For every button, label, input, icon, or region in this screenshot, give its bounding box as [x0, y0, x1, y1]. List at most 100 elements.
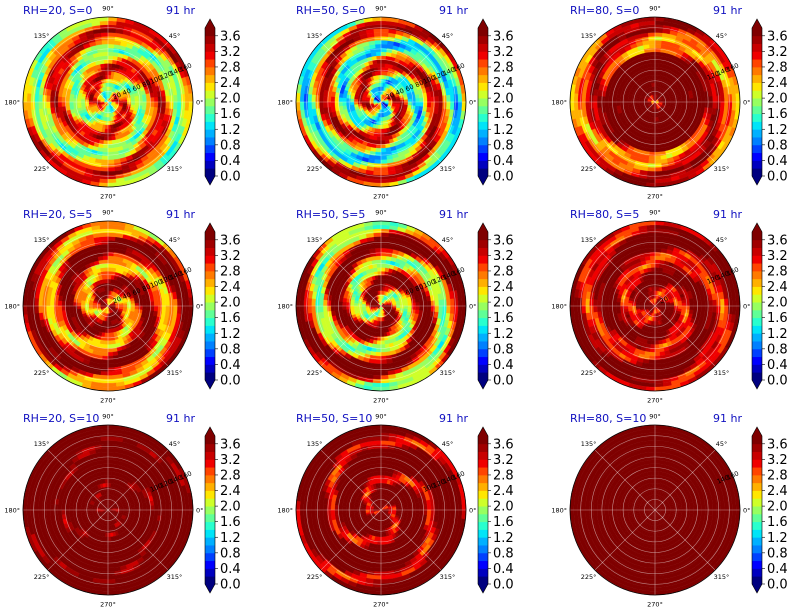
contour-cell: [426, 96, 432, 103]
contour-cell: [372, 20, 382, 26]
contour-cell: [173, 94, 178, 103]
contour-cell: [299, 101, 305, 111]
contour-cell: [49, 95, 55, 103]
angle-tick-label: 270°: [373, 193, 389, 201]
contour-cell: [430, 95, 436, 103]
colorbar-tick-label: 3.2: [493, 45, 514, 60]
colorbar-segment: [205, 90, 215, 99]
contour-cell: [26, 101, 32, 111]
colorbar-segment: [478, 121, 488, 130]
contour-cell: [600, 96, 606, 103]
contour-cell: [150, 101, 155, 108]
colorbar-segment: [205, 129, 215, 138]
colorbar-segment: [752, 113, 762, 122]
contour-cell: [30, 93, 36, 103]
contour-cell: [338, 97, 343, 103]
contour-cell: [107, 348, 114, 353]
contour-cell: [577, 93, 583, 103]
contour-cell: [596, 95, 602, 103]
contour-cell: [380, 32, 389, 37]
contour-cell: [303, 101, 309, 111]
colorbar-tick-label: 2.4: [493, 76, 514, 91]
colorbar-extend-min: [752, 176, 762, 185]
contour-cell: [649, 151, 656, 157]
contour-cell: [593, 95, 598, 103]
contour-cell: [105, 124, 109, 130]
contour-cell: [150, 305, 155, 312]
contour-cell: [380, 70, 385, 76]
colorbar-tick-label: 2.8: [767, 60, 788, 75]
colorbar-segment: [205, 137, 215, 146]
colorbar-extend-min: [205, 176, 215, 185]
contour-cell: [375, 144, 382, 149]
colorbar-segment: [478, 152, 488, 161]
contour-cell: [700, 101, 706, 108]
contour-cell: [689, 101, 694, 107]
colorbar-segment: [478, 35, 488, 44]
contour-cell: [53, 96, 59, 103]
contour-cell: [375, 147, 382, 153]
contour-cell: [374, 47, 382, 53]
contour-cell: [377, 128, 382, 134]
contour-cell: [654, 159, 662, 164]
contour-cell: [76, 302, 82, 307]
contour-cell: [299, 93, 305, 103]
contour-cell: [430, 101, 436, 108]
contour-cell: [161, 101, 167, 109]
contour-cell: [380, 40, 388, 45]
contour-cell: [654, 174, 664, 180]
contour-cell: [380, 67, 385, 72]
contour-cell: [330, 96, 336, 103]
contour-cell: [372, 178, 382, 184]
contour-cell: [99, 20, 109, 26]
angle-tick-label: 225°: [307, 165, 323, 173]
contour-cell: [727, 93, 733, 103]
colorbar-segment: [478, 90, 488, 99]
contour-cell: [375, 55, 382, 60]
contour-cell: [73, 302, 78, 307]
contour-cell: [380, 170, 390, 176]
contour-cell: [146, 101, 151, 107]
contour-cell: [654, 147, 661, 153]
contour-cell: [107, 47, 114, 53]
contour-cell: [380, 147, 387, 153]
colorbar-tick-label: 0.8: [767, 138, 788, 153]
contour-cell: [731, 101, 737, 111]
contour-cell: [100, 167, 109, 172]
contour-cell: [457, 93, 463, 103]
contour-cell: [107, 174, 117, 180]
contour-cell: [101, 40, 109, 45]
contour-cell: [380, 51, 387, 57]
contour-cell: [49, 101, 55, 109]
colorbar-segment: [205, 105, 215, 115]
contour-cell: [107, 271, 112, 276]
contour-cell: [107, 67, 112, 72]
contour-cell: [648, 47, 656, 53]
contour-cell: [646, 28, 656, 34]
angle-tick-label: 45°: [716, 32, 728, 40]
colorbar-segment: [752, 121, 762, 130]
contour-cell: [380, 140, 386, 145]
contour-cell: [446, 94, 451, 103]
contour-cell: [654, 70, 659, 76]
contour-cell: [176, 101, 182, 110]
contour-cell: [654, 144, 661, 149]
contour-cell: [380, 24, 390, 30]
contour-cell: [723, 101, 729, 110]
contour-cell: [654, 43, 662, 49]
contour-cell: [623, 98, 629, 103]
colorbar-tick-label: 2.4: [220, 76, 241, 91]
contour-cell: [604, 101, 610, 108]
contour-cell: [101, 47, 109, 53]
colorbar-segment: [478, 59, 488, 68]
contour-cell: [107, 178, 117, 184]
colorbar-segment: [478, 51, 488, 60]
contour-cell: [380, 151, 388, 157]
angle-tick-label: 135°: [34, 32, 50, 40]
contour-cell: [184, 101, 190, 111]
contour-cell: [648, 159, 656, 164]
contour-cell: [434, 95, 440, 103]
contour-cell: [107, 63, 113, 68]
colorbar-segment: [205, 152, 215, 161]
